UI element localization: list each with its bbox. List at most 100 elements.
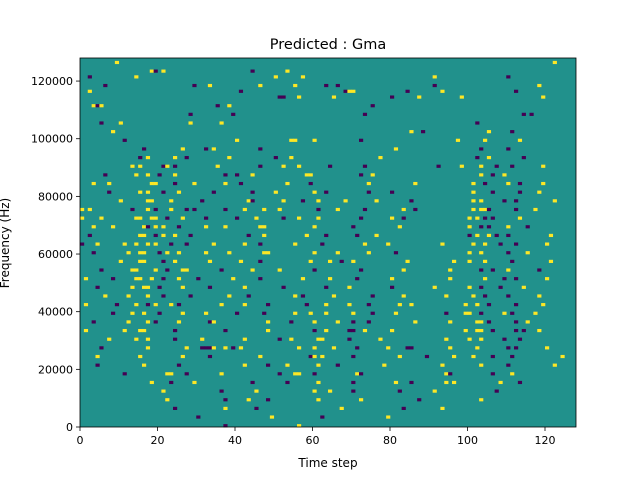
heatmap-cell	[359, 216, 364, 220]
heatmap-cell	[479, 199, 484, 203]
heatmap-cell	[351, 328, 356, 333]
heatmap-cell	[138, 328, 143, 333]
heatmap-cell	[355, 233, 360, 238]
heatmap-cell	[99, 346, 104, 350]
heatmap-cell	[173, 156, 178, 160]
heatmap-cell	[537, 190, 542, 194]
heatmap-cell	[479, 251, 484, 255]
heatmap-cell	[153, 303, 158, 307]
heatmap-cell	[510, 354, 515, 359]
heatmap-cell	[401, 406, 406, 410]
x-tick-label: 120	[535, 434, 556, 447]
y-tick-label: 20000	[38, 363, 73, 376]
heatmap-cell	[99, 121, 104, 125]
heatmap-cell	[145, 294, 151, 298]
heatmap-cell	[324, 83, 329, 88]
heatmap-cell	[258, 259, 263, 263]
heatmap-cell	[541, 95, 546, 99]
heatmap-cell	[219, 268, 224, 272]
heatmap-cell	[479, 285, 484, 289]
heatmap-cell	[304, 303, 309, 307]
heatmap-cell	[486, 130, 492, 134]
heatmap-cell	[397, 225, 402, 229]
heatmap-cell	[87, 75, 92, 79]
heatmap-cell	[130, 164, 135, 168]
heatmap-cell	[483, 138, 488, 142]
heatmap-cell	[130, 268, 135, 272]
heatmap-cell	[153, 225, 158, 229]
heatmap-cell	[463, 328, 468, 333]
heatmap-cell	[320, 415, 325, 419]
heatmap-cell	[134, 242, 139, 246]
heatmap-cell	[223, 173, 228, 177]
x-axis-label: Time step	[297, 456, 357, 470]
heatmap-cell	[126, 251, 131, 255]
heatmap-cell	[347, 303, 352, 307]
heatmap-cell	[521, 285, 526, 289]
heatmap-cell	[517, 380, 523, 385]
heatmap-cell	[448, 268, 453, 272]
heatmap-cell	[207, 285, 213, 289]
heatmap-cell	[165, 216, 170, 220]
heatmap-cell	[335, 207, 340, 212]
heatmap-cell	[262, 251, 267, 255]
heatmap-cell	[479, 225, 484, 229]
heatmap-cell	[440, 406, 445, 410]
heatmap-cell	[475, 156, 480, 160]
heatmap-cell	[359, 138, 364, 142]
heatmap-cell	[130, 311, 135, 315]
heatmap-cell	[525, 251, 530, 255]
heatmap-cell	[390, 95, 395, 99]
heatmap-cell	[126, 294, 131, 298]
heatmap-cell	[207, 354, 213, 359]
heatmap-cell	[254, 389, 259, 393]
heatmap-cell	[312, 346, 317, 350]
heatmap-cell	[541, 303, 546, 307]
heatmap-cell	[351, 259, 356, 263]
heatmap-cell	[359, 173, 364, 177]
heatmap-cell	[134, 216, 139, 220]
heatmap-cell	[118, 259, 123, 263]
heatmap-cell	[223, 398, 228, 402]
heatmap-cell	[258, 277, 263, 281]
heatmap-cell	[277, 95, 282, 99]
heatmap-cell	[510, 311, 515, 315]
heatmap-cell	[312, 190, 317, 194]
heatmap-cell	[413, 207, 418, 212]
heatmap-cell	[242, 303, 247, 307]
heatmap-cell	[266, 398, 271, 402]
heatmap-cell	[490, 190, 495, 194]
heatmap-cell	[328, 389, 333, 393]
heatmap-cell	[331, 95, 337, 99]
heatmap-cell	[328, 259, 333, 263]
heatmap-cell	[421, 130, 426, 134]
heatmap-cell	[145, 190, 151, 194]
heatmap-cell	[161, 389, 166, 393]
y-tick-label: 100000	[31, 133, 73, 146]
heatmap-cell	[331, 346, 337, 350]
heatmap-cell	[475, 346, 480, 350]
heatmap-cell	[142, 285, 147, 289]
heatmap-cell	[347, 337, 352, 341]
heatmap-cell	[304, 233, 309, 238]
heatmap-cell	[149, 181, 154, 186]
heatmap-cell	[297, 424, 302, 428]
heatmap-cell	[176, 363, 182, 367]
heatmap-cell	[498, 285, 503, 289]
y-axis: 0 20000 40000 60000 80000 100000 120000	[31, 75, 80, 434]
heatmap-cell	[514, 89, 519, 93]
heatmap-cell	[366, 320, 371, 324]
y-axis-label: Frequency (Hz)	[0, 198, 12, 289]
heatmap-cell	[188, 233, 193, 238]
heatmap-cell	[130, 207, 135, 212]
heatmap-cell	[161, 259, 166, 263]
heatmap-cell	[250, 173, 255, 177]
heatmap-cell	[506, 181, 511, 186]
heatmap-cell	[541, 181, 546, 186]
heatmap-cell	[289, 156, 294, 160]
heatmap-cell	[169, 242, 174, 246]
heatmap-cell	[134, 277, 139, 281]
heatmap-cell	[467, 337, 472, 341]
heatmap-cell	[142, 363, 147, 367]
heatmap-cell	[95, 354, 100, 359]
